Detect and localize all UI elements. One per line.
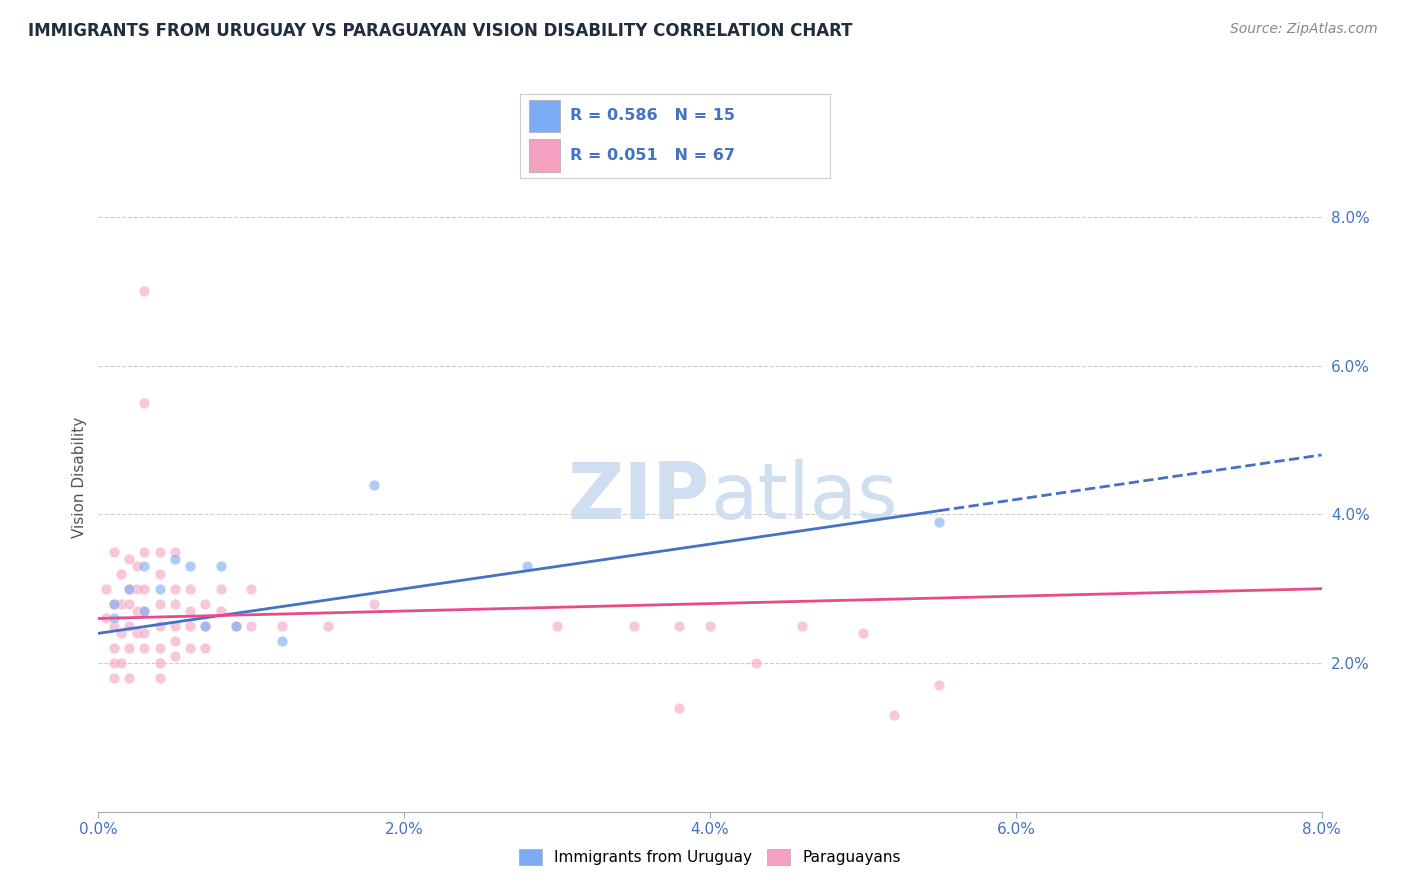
- Point: [134, 396, 156, 410]
- Point: [194, 597, 217, 611]
- Point: [163, 582, 186, 596]
- Point: [134, 285, 156, 299]
- Point: [149, 671, 172, 685]
- Point: [125, 559, 148, 574]
- Point: [134, 582, 156, 596]
- Point: [209, 604, 232, 618]
- Point: [270, 619, 294, 633]
- Text: Source: ZipAtlas.com: Source: ZipAtlas.com: [1230, 22, 1378, 37]
- Point: [103, 656, 125, 670]
- Point: [790, 619, 813, 633]
- Point: [163, 597, 186, 611]
- Point: [134, 559, 156, 574]
- Point: [363, 477, 385, 491]
- Point: [852, 626, 875, 640]
- Point: [928, 515, 950, 529]
- Point: [225, 619, 247, 633]
- Point: [134, 604, 156, 618]
- Point: [134, 641, 156, 656]
- Point: [125, 582, 148, 596]
- Point: [668, 619, 690, 633]
- Point: [928, 678, 950, 692]
- Point: [110, 656, 132, 670]
- Point: [240, 619, 263, 633]
- Point: [103, 641, 125, 656]
- Point: [225, 619, 247, 633]
- Point: [699, 619, 721, 633]
- Point: [194, 619, 217, 633]
- Point: [240, 582, 263, 596]
- Point: [163, 648, 186, 663]
- Bar: [530, 139, 561, 171]
- Text: R = 0.586   N = 15: R = 0.586 N = 15: [569, 108, 735, 123]
- Point: [623, 619, 645, 633]
- Point: [94, 582, 117, 596]
- Point: [179, 582, 201, 596]
- Point: [94, 611, 117, 625]
- Point: [316, 619, 339, 633]
- Point: [516, 559, 538, 574]
- Point: [363, 597, 385, 611]
- Point: [110, 626, 132, 640]
- Point: [125, 604, 148, 618]
- Point: [149, 641, 172, 656]
- Text: IMMIGRANTS FROM URUGUAY VS PARAGUAYAN VISION DISABILITY CORRELATION CHART: IMMIGRANTS FROM URUGUAY VS PARAGUAYAN VI…: [28, 22, 852, 40]
- Point: [149, 656, 172, 670]
- Point: [134, 626, 156, 640]
- Text: atlas: atlas: [710, 459, 897, 535]
- Point: [103, 597, 125, 611]
- Point: [163, 619, 186, 633]
- Point: [209, 559, 232, 574]
- Point: [163, 552, 186, 566]
- Point: [103, 544, 125, 558]
- Point: [149, 582, 172, 596]
- Point: [103, 619, 125, 633]
- Text: R = 0.051   N = 67: R = 0.051 N = 67: [569, 148, 735, 163]
- Point: [118, 552, 141, 566]
- Point: [134, 544, 156, 558]
- Point: [163, 633, 186, 648]
- Point: [149, 566, 172, 581]
- Text: ZIP: ZIP: [568, 459, 710, 535]
- Y-axis label: Vision Disability: Vision Disability: [72, 417, 87, 538]
- Point: [270, 633, 294, 648]
- Point: [103, 597, 125, 611]
- Point: [118, 597, 141, 611]
- Point: [194, 619, 217, 633]
- Point: [668, 700, 690, 714]
- Point: [883, 708, 905, 723]
- Point: [118, 582, 141, 596]
- Point: [179, 604, 201, 618]
- Point: [103, 671, 125, 685]
- Point: [118, 641, 141, 656]
- Point: [546, 619, 568, 633]
- Point: [194, 641, 217, 656]
- Point: [118, 671, 141, 685]
- Point: [118, 619, 141, 633]
- Point: [745, 656, 768, 670]
- Point: [149, 597, 172, 611]
- Point: [134, 604, 156, 618]
- Point: [118, 582, 141, 596]
- Point: [179, 619, 201, 633]
- Point: [149, 544, 172, 558]
- Point: [110, 597, 132, 611]
- Point: [209, 582, 232, 596]
- Point: [125, 626, 148, 640]
- Bar: [530, 100, 561, 132]
- Point: [103, 611, 125, 625]
- Legend: Immigrants from Uruguay, Paraguayans: Immigrants from Uruguay, Paraguayans: [513, 843, 907, 871]
- Point: [179, 559, 201, 574]
- Point: [163, 544, 186, 558]
- Point: [110, 566, 132, 581]
- Point: [179, 641, 201, 656]
- Point: [149, 619, 172, 633]
